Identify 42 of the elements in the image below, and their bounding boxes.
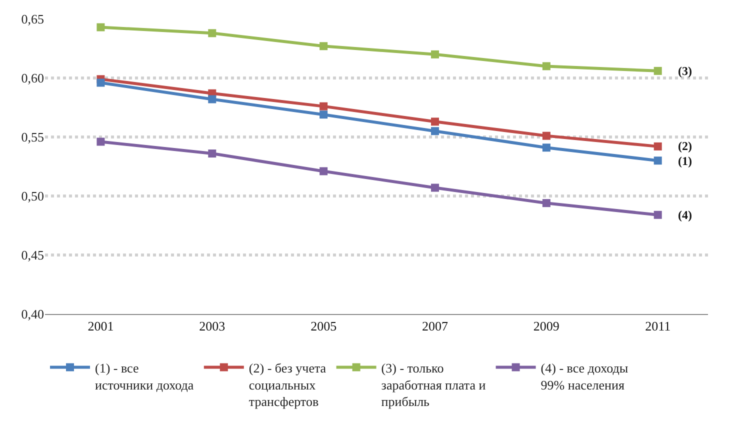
x-tick-label: 2009	[533, 318, 560, 334]
point	[208, 150, 216, 158]
point	[431, 50, 439, 58]
point	[431, 127, 439, 136]
x-tick-label: 2011	[645, 318, 671, 334]
point	[542, 62, 550, 70]
annotation: (4)	[678, 208, 692, 222]
x-tick-label: 2005	[310, 318, 337, 334]
y-tick-label: 0,45	[21, 248, 44, 263]
y-tick-label: 0,40	[21, 306, 44, 322]
point	[654, 66, 662, 75]
x-tick-label: 2001	[88, 318, 114, 334]
point	[654, 210, 662, 219]
point	[96, 138, 105, 146]
point	[542, 199, 550, 208]
point	[320, 102, 328, 110]
point	[320, 42, 328, 50]
point	[320, 110, 328, 119]
point	[542, 132, 550, 140]
annotation: (3)	[678, 64, 692, 78]
point	[431, 118, 439, 126]
point	[96, 23, 105, 32]
point	[654, 142, 662, 150]
point	[654, 156, 662, 165]
x-tick-label: 2003	[199, 318, 226, 334]
point	[320, 167, 328, 176]
x-tick-label: 2007	[422, 318, 448, 334]
annotation: (1)	[678, 154, 692, 168]
point	[96, 78, 105, 87]
y-tick-label: 0,50	[21, 188, 44, 204]
legend-label: (1) - все источники дохода	[95, 360, 194, 392]
y-tick-label: 0,65	[21, 12, 44, 27]
y-tick-label: 0,55	[21, 130, 44, 145]
annotation: (2)	[678, 139, 692, 153]
legend-label: (4) - все доходы 99% населения	[540, 360, 628, 392]
point	[208, 29, 216, 38]
point	[542, 144, 550, 152]
legend-label: (3) - только заработная плата и прибыль	[381, 360, 486, 410]
legend-label: (2) - без учета социальных трансфертов	[248, 360, 326, 410]
y-tick-label: 0,60	[21, 70, 44, 86]
point	[208, 95, 216, 104]
point	[431, 184, 439, 192]
